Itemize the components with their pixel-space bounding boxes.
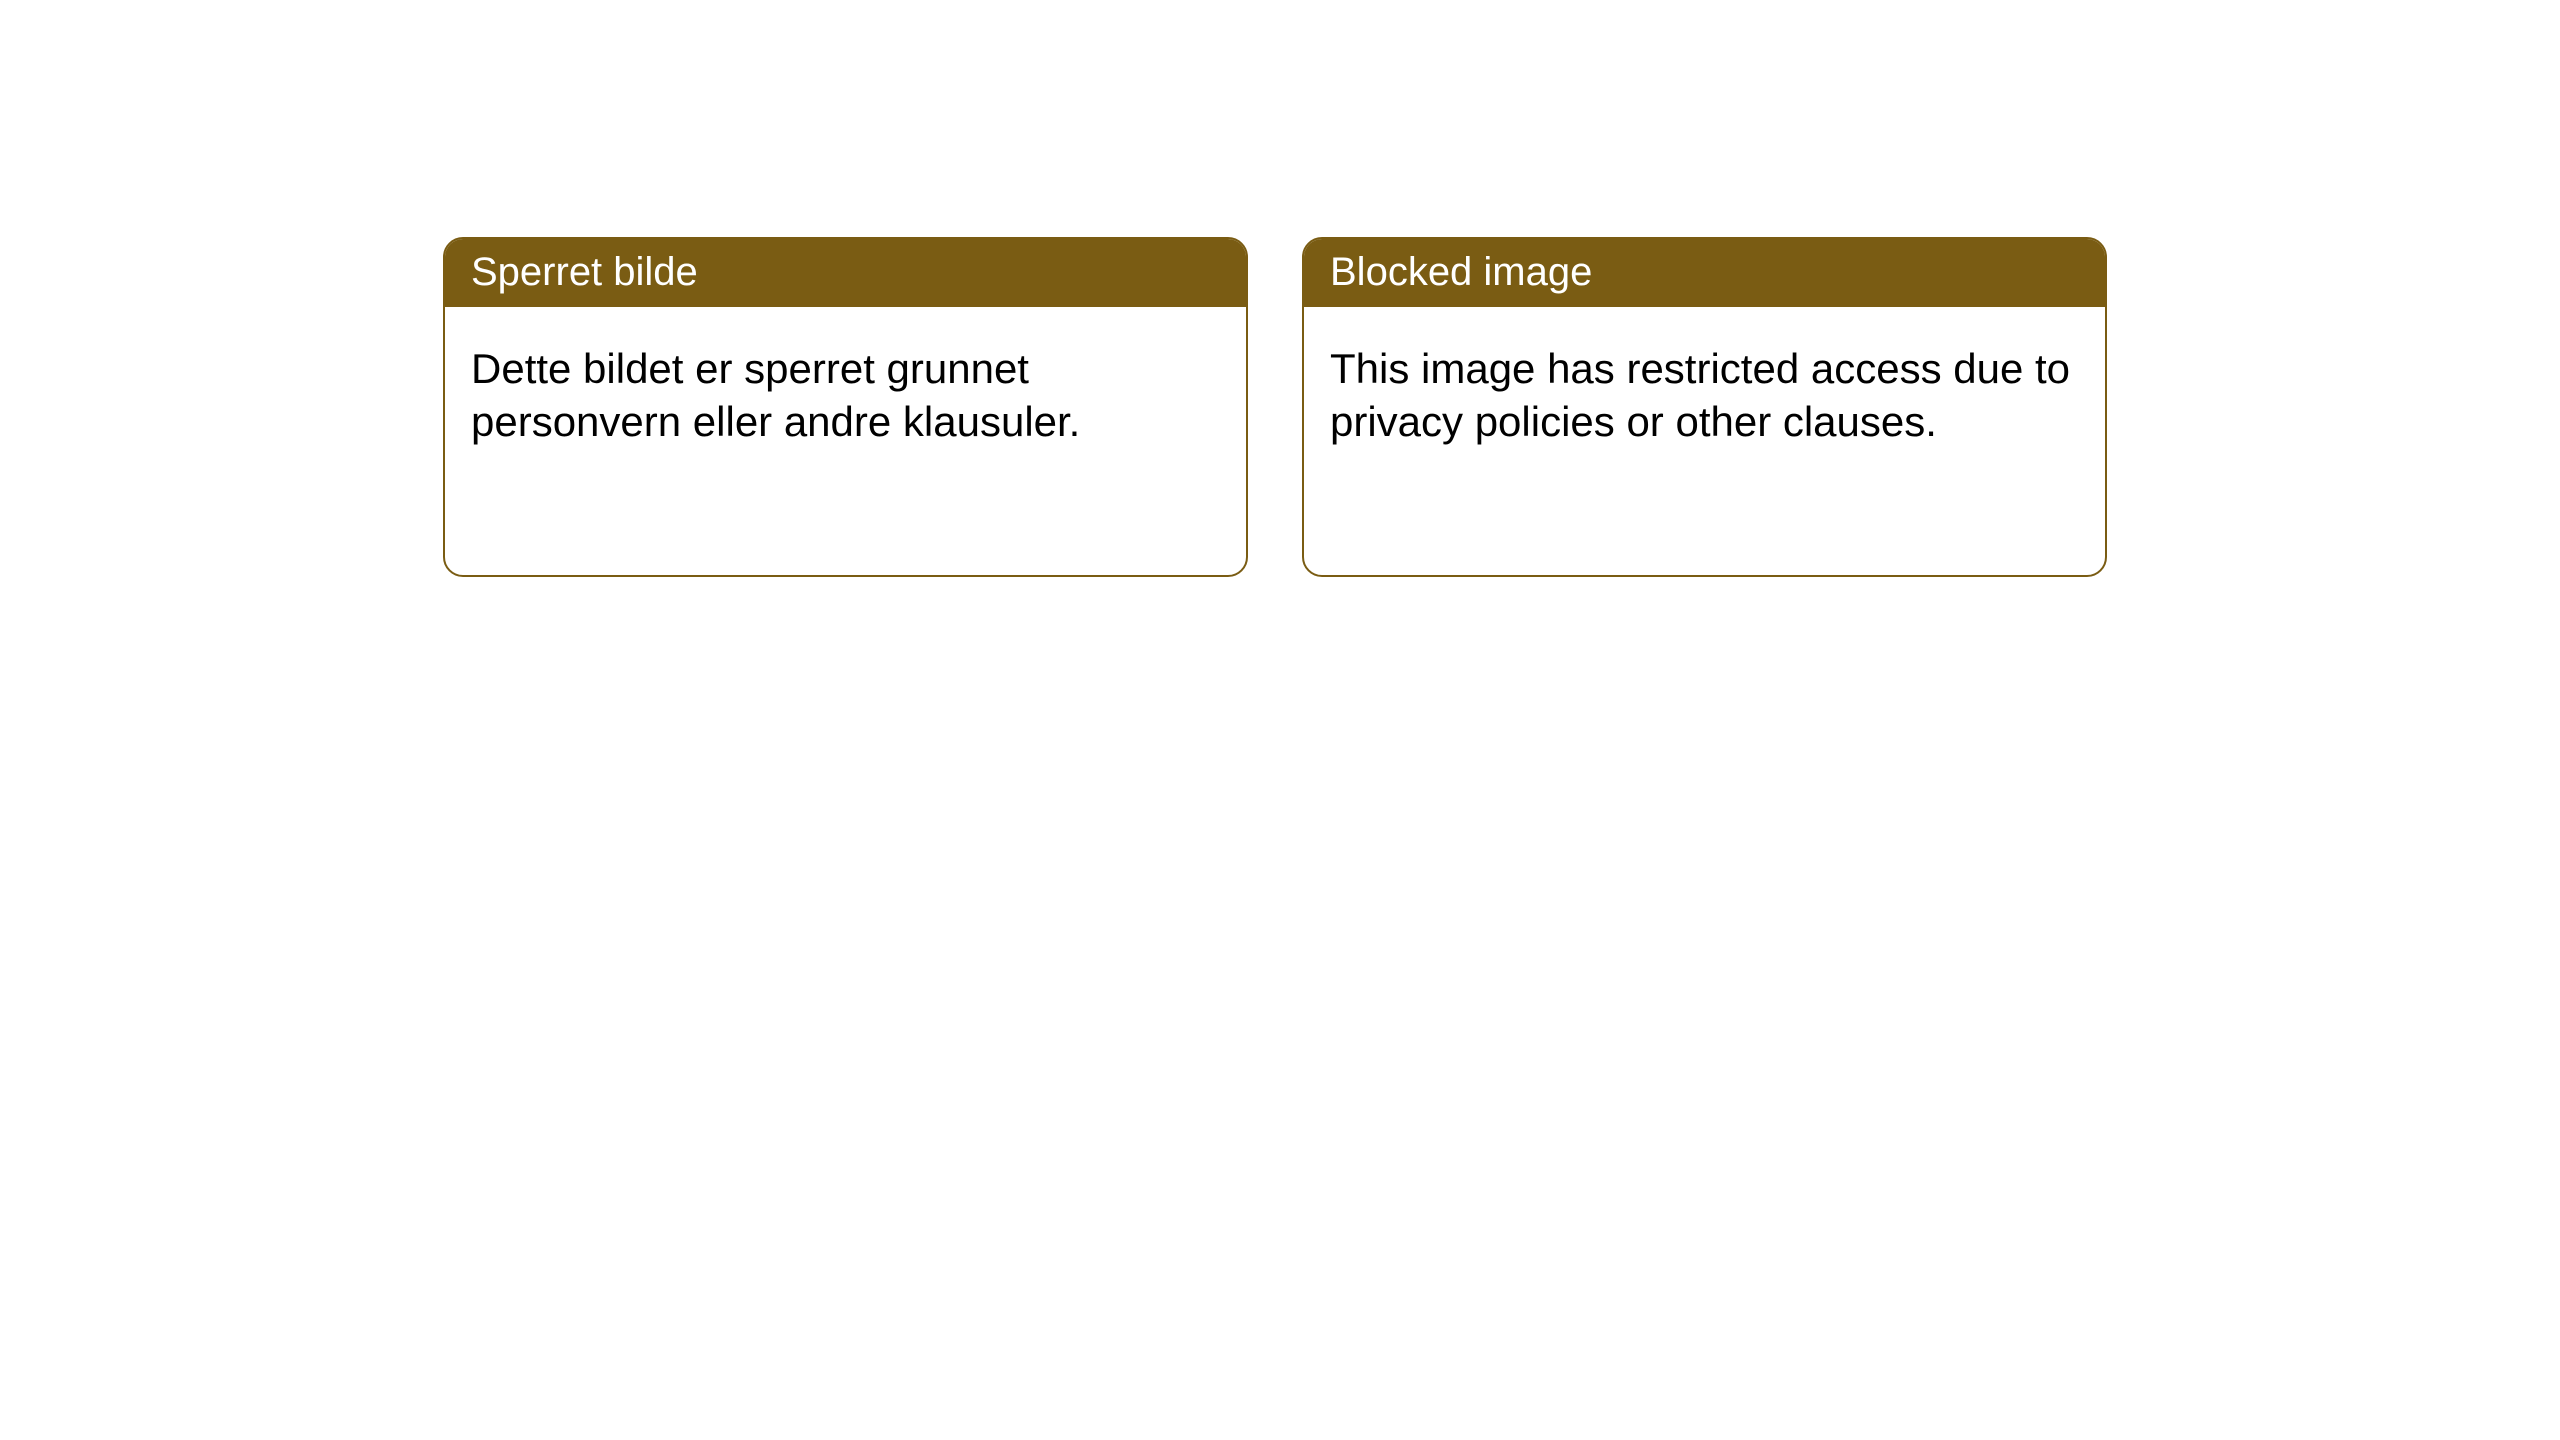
card-body-en: This image has restricted access due to … [1304, 307, 2105, 474]
blocked-image-card-no: Sperret bilde Dette bildet er sperret gr… [443, 237, 1248, 577]
card-header-no: Sperret bilde [445, 239, 1246, 307]
card-header-en: Blocked image [1304, 239, 2105, 307]
blocked-image-card-en: Blocked image This image has restricted … [1302, 237, 2107, 577]
card-body-no: Dette bildet er sperret grunnet personve… [445, 307, 1246, 474]
notice-cards-container: Sperret bilde Dette bildet er sperret gr… [0, 0, 2560, 577]
